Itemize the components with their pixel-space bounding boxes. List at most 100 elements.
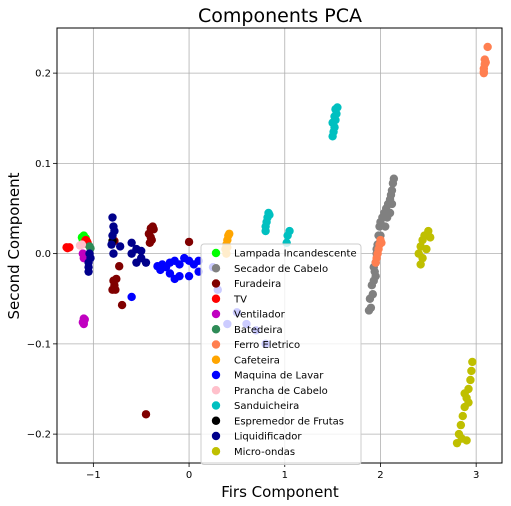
y-tick-label: 0.0 [35,249,51,260]
data-point [387,186,397,195]
data-point [112,274,121,284]
data-point [467,366,476,376]
y-tick-label: 0.2 [35,69,51,80]
data-point [117,300,127,310]
legend-marker [211,431,221,441]
legend: Lampada Incandescente Secador de Cabelo Fu… [200,243,362,465]
x-tick-label: 1 [282,470,288,481]
legend-marker [211,401,221,410]
data-point [483,42,492,52]
data-point [145,238,155,247]
data-point [377,238,386,247]
data-point [115,262,124,271]
data-point [86,253,95,263]
data-point [265,210,274,220]
legend-marker [211,370,221,380]
data-point [364,306,374,315]
data-point [481,58,490,67]
legend-label: Furadeira [234,279,281,290]
legend-label: Maquina de Lavar [234,371,324,382]
data-point [132,258,141,267]
data-point [371,271,380,281]
y-tick-label: −0.2 [27,430,51,441]
legend-label: Liquidificador [234,432,302,443]
legend-label: Sanduicheira [234,401,299,412]
data-point [328,118,337,127]
data-point [175,260,184,269]
data-point [78,318,88,327]
legend-marker [211,325,221,334]
data-point [418,253,427,263]
data-point [115,242,125,251]
data-point [127,238,136,247]
legend-marker [211,416,221,425]
data-point [424,226,433,236]
data-point [156,265,165,275]
legend-marker [211,309,221,319]
legend-marker [211,355,221,364]
x-tick-label: 2 [377,470,383,481]
data-point [84,262,93,272]
data-point [107,240,116,249]
data-point [261,226,270,236]
data-point [458,411,467,421]
legend-marker [211,447,221,456]
data-point [225,229,234,238]
x-axis-label: Firs Component [221,483,339,501]
data-point [464,398,473,407]
data-point [78,249,88,258]
x-tick-label: 3 [473,470,479,481]
data-points [62,42,492,448]
y-tick-label: −0.1 [27,339,51,350]
legend-label: Batedeira [234,325,283,336]
data-point [456,420,466,430]
data-point [426,233,435,242]
data-point [141,258,151,267]
data-point [111,285,120,294]
data-point [165,269,175,278]
data-point [141,410,151,419]
legend-marker [211,248,221,258]
legend-marker [211,264,221,273]
legend-label: TV [233,294,247,305]
data-point [137,246,146,256]
y-axis-label: Second Component [5,172,23,319]
legend-label: Prancha de Cabelo [234,386,328,397]
data-point [462,436,471,445]
legend-label: Ventilador [234,310,286,321]
data-point [416,260,425,269]
y-tick-label: 0.1 [35,159,51,170]
data-point [479,67,489,76]
legend-marker [211,294,221,303]
data-point [331,105,340,114]
data-point [468,357,477,367]
legend-box [200,243,362,465]
legend-label: Cafeteira [234,355,280,366]
data-point [109,249,118,258]
data-point [65,243,74,252]
data-point [466,375,475,385]
chart-title: Components PCA [198,5,362,27]
data-point [127,292,136,302]
data-point [108,213,117,222]
data-point [381,222,390,231]
legend-marker [211,386,221,395]
x-tick-label: −1 [86,470,101,481]
data-point [184,237,194,247]
legend-label: Micro-ondas [234,447,295,458]
data-point [422,244,431,254]
data-point [367,281,377,290]
legend-marker [211,340,221,349]
legend-label: Ferro Eletrico [234,340,300,351]
data-point [75,241,85,250]
data-point [184,271,194,281]
data-point [387,199,397,209]
legend-label: Espremedor de Frutas [234,416,344,427]
data-point [382,213,392,222]
y-axis-ticks: 0.2 0.1 0.0 −0.1 −0.2 [27,69,57,441]
data-point [285,226,294,236]
legend-label: Lampada Incandescente [234,249,357,260]
data-point [389,174,399,183]
data-point [330,112,339,121]
